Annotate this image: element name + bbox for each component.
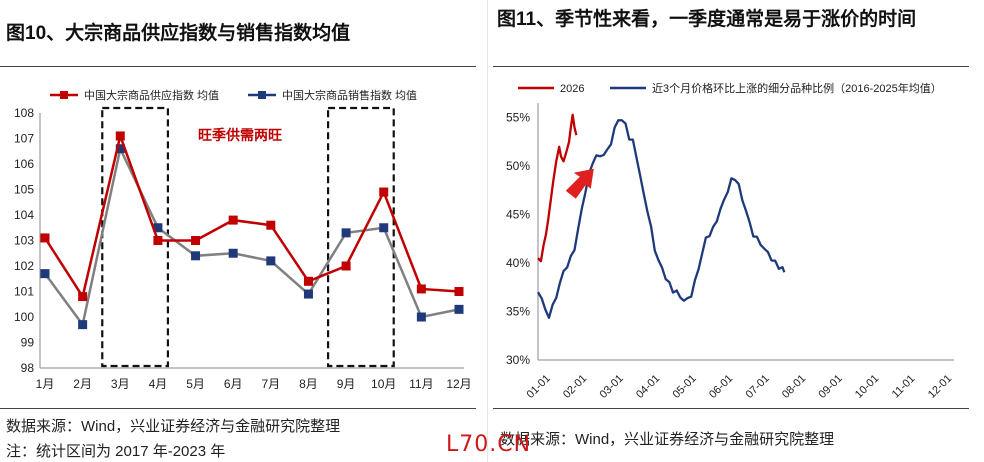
right-x-tick-label: 05-01: [670, 373, 698, 401]
left-y-tick-label: 104: [14, 208, 34, 222]
right-x-tick-label: 11-01: [890, 373, 918, 401]
left-x-tick-label: 5月: [186, 377, 205, 391]
left-peak-season-box: [326, 106, 395, 368]
right-y-tick-label: 50%: [506, 159, 530, 173]
right-arrow-icon: [565, 168, 594, 199]
left-data-point: [115, 131, 125, 141]
left-y-tick-label: 100: [14, 310, 34, 324]
left-x-tick-label: 11月: [409, 377, 433, 391]
left-data-point: [40, 269, 50, 279]
left-chart-title: 图10、大宗商品供应指数与销售指数均值: [6, 23, 351, 44]
left-data-point: [454, 287, 464, 296]
left-legend-label: 中国大宗商品销售指数 均值: [282, 88, 417, 102]
left-data-point: [341, 228, 351, 238]
right-x-tick-label: 01-01: [525, 373, 553, 401]
right-source-rule: [493, 408, 969, 409]
right-source-text: 数据来源：Wind，兴业证券经济与金融研究院整理: [500, 431, 835, 448]
left-y-tick-label: 105: [14, 183, 34, 197]
right-series-line: [537, 119, 786, 319]
right-x-tick-label: 12-01: [926, 373, 954, 401]
left-data-point: [228, 248, 238, 258]
left-data-point: [78, 320, 88, 330]
left-x-tick-label: 3月: [111, 377, 130, 391]
left-y-tick-label: 102: [14, 259, 34, 273]
left-title-rule: [0, 66, 476, 67]
left-data-point: [379, 187, 389, 197]
left-data-point: [303, 289, 313, 299]
left-data-point: [266, 220, 276, 230]
right-y-tick-label: 45%: [506, 208, 530, 222]
left-source-text: 数据来源：Wind，兴业证券经济与金融研究院整理: [6, 418, 341, 435]
left-data-point: [191, 236, 201, 245]
left-y-tick-label: 98: [21, 361, 35, 375]
left-data-point: [153, 236, 163, 245]
right-series-line: [537, 113, 578, 263]
left-x-tick-label: 7月: [261, 377, 280, 391]
left-data-point: [115, 144, 125, 154]
left-chart: 98 99 100 101 102 103 104 105 106 107 108 1月 2月 3月 4月 5…: [14, 88, 472, 391]
left-y-tick-label: 103: [14, 234, 34, 248]
right-x-tick-label: 04-01: [634, 373, 662, 401]
left-x-tick-label: 12月: [446, 377, 471, 391]
left-annotation-label: 旺季供需两旺: [198, 127, 282, 143]
left-data-point: [416, 312, 426, 322]
panel-divider: [487, 0, 488, 462]
left-x-tick-label: 4月: [149, 377, 168, 391]
watermark: L70.CN: [446, 432, 532, 457]
left-data-point: [341, 261, 351, 271]
right-x-tick-label: 03-01: [597, 373, 625, 401]
right-x-tick-label: 06-01: [707, 373, 735, 401]
left-x-tick-label: 9月: [337, 377, 356, 391]
right-y-tick-label: 55%: [506, 111, 530, 125]
left-y-tick-label: 101: [14, 285, 34, 299]
left-x-tick-label: 8月: [299, 377, 318, 391]
right-x-tick-label: 02-01: [561, 373, 589, 401]
left-x-tick-label: 1月: [36, 377, 55, 391]
right-legend-label: 近3个月价格环比上涨的细分品种比例（2016-2025年均值）: [652, 81, 942, 95]
right-chart-title: 图11、季节性来看，一季度通常是易于涨价的时间: [497, 9, 917, 30]
left-legend-label: 中国大宗商品供应指数 均值: [84, 88, 219, 102]
left-data-point: [266, 256, 276, 266]
left-y-tick-label: 108: [14, 106, 34, 120]
right-x-tick-label: 08-01: [780, 373, 808, 401]
left-data-point: [454, 304, 464, 314]
left-data-point: [153, 223, 163, 233]
left-y-tick-label: 107: [14, 132, 34, 146]
left-y-tick-label: 106: [14, 157, 34, 171]
right-chart: 30% 35% 40% 45% 50% 55% 01-01 02-01 03-01 04-01 05…: [506, 81, 954, 401]
left-series-line: [43, 131, 460, 300]
right-legend-label: 2026: [560, 83, 584, 95]
left-data-point: [191, 251, 201, 261]
right-y-tick-label: 30%: [506, 353, 530, 367]
right-x-tick-label: 10-01: [853, 373, 881, 401]
right-x-tick-label: 07-01: [743, 373, 771, 401]
left-legend-marker: [258, 91, 266, 99]
left-data-point: [40, 233, 50, 243]
left-series-line: [43, 144, 460, 328]
right-y-tick-label: 35%: [506, 305, 530, 319]
left-legend-marker: [60, 91, 68, 99]
left-source-rule: [0, 408, 476, 409]
left-data-point: [78, 292, 88, 302]
left-data-point: [303, 276, 313, 286]
left-x-tick-label: 6月: [224, 377, 243, 391]
left-note-text: 注：统计区间为 2017 年-2023 年: [6, 443, 226, 460]
left-y-tick-label: 99: [21, 336, 35, 350]
right-title-rule: [493, 66, 969, 67]
left-x-tick-label: 10月: [371, 377, 396, 391]
left-data-point: [228, 215, 238, 225]
left-x-tick-label: 2月: [73, 377, 92, 391]
left-data-point: [416, 284, 426, 294]
right-y-tick-label: 40%: [506, 256, 530, 270]
left-data-point: [379, 223, 389, 233]
right-x-tick-label: 09-01: [816, 373, 844, 401]
